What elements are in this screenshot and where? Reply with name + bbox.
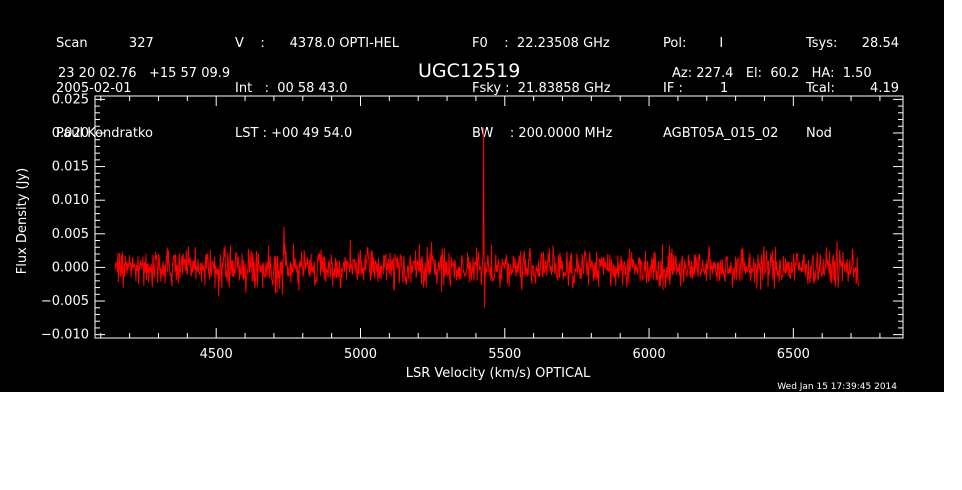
scan-number: Scan 327	[56, 36, 154, 51]
source-name: UGC12519	[418, 60, 521, 82]
if-number: IF : 1	[663, 81, 729, 96]
plot-axes: 4500 5000 5500 6000 6500 −0.010 −0.005 0.000 0.0…	[41, 92, 904, 362]
y-axis-label: Flux Density (Jy)	[15, 168, 30, 274]
tsys-value: 28.54	[861, 36, 899, 51]
y-tick-label: −0.005	[41, 294, 89, 309]
header-col-3: F0 : 22.23508 GHz Fsky : 21.83858 GHz BW…	[472, 6, 612, 171]
header-col-4: Pol: I IF : 1 AGBT05A_015_02	[663, 6, 778, 171]
header-col-5: Tsys: Tcal: Nod	[806, 6, 837, 171]
tcal-value: 4.19	[870, 81, 899, 96]
velocity: V : 4378.0 OPTI-HEL	[235, 36, 399, 51]
header-col-6: 28.54 4.19	[840, 6, 899, 156]
spectrum-line	[114, 127, 859, 308]
y-tick-label: 0.010	[52, 193, 89, 208]
pointing-info: Az: 227.4 El: 60.2 HA: 1.50	[672, 66, 872, 81]
x-tick-label: 4500	[200, 347, 233, 362]
x-tick-label: 5500	[488, 347, 521, 362]
y-tick-label: 0.015	[52, 160, 89, 175]
x-tick-label: 5000	[344, 347, 377, 362]
y-tick-label: 0.005	[52, 227, 89, 242]
y-tick-label: −0.010	[41, 328, 89, 343]
rest-frequency: F0 : 22.23508 GHz	[472, 36, 610, 51]
lst: LST : +00 49 54.0	[235, 126, 353, 141]
y-tick-label: 0.000	[52, 260, 89, 275]
plot-window: Scan 327 2005-02-01 Paul Kondratko V : 4…	[0, 0, 944, 392]
x-tick-label: 6500	[777, 347, 810, 362]
spectrum-plot: 4500 5000 5500 6000 6500 −0.010 −0.005 0.000 0.0…	[15, 92, 904, 392]
integration-time: Int : 00 58 43.0	[235, 81, 348, 96]
tsys-label: Tsys:	[806, 36, 838, 51]
proc-name: Nod	[806, 126, 832, 141]
sky-frequency: Fsky : 21.83858 GHz	[472, 81, 611, 96]
spectrum-series	[114, 127, 859, 308]
bandwidth: BW : 200.0000 MHz	[472, 126, 613, 141]
y-tick-label: 0.020	[52, 126, 89, 141]
tcal-label: Tcal:	[806, 81, 835, 96]
y-tick-label: 0.025	[52, 92, 89, 107]
source-coordinates: 23 20 02.76 +15 57 09.9	[58, 66, 231, 81]
plot-frame	[94, 95, 904, 339]
project-id: AGBT05A_015_02	[663, 126, 779, 141]
x-tick-label: 6000	[633, 347, 666, 362]
obs-date: 2005-02-01	[56, 81, 132, 96]
header-col-1: Scan 327 2005-02-01 Paul Kondratko	[56, 6, 154, 171]
polarization: Pol: I	[663, 36, 724, 51]
observer: Paul Kondratko	[56, 126, 153, 141]
x-axis-label: LSR Velocity (km/s) OPTICAL	[406, 366, 591, 381]
timestamp: Wed Jan 15 17:39:45 2014	[777, 382, 897, 392]
header-col-2: V : 4378.0 OPTI-HEL Int : 00 58 43.0 LST…	[235, 6, 399, 171]
